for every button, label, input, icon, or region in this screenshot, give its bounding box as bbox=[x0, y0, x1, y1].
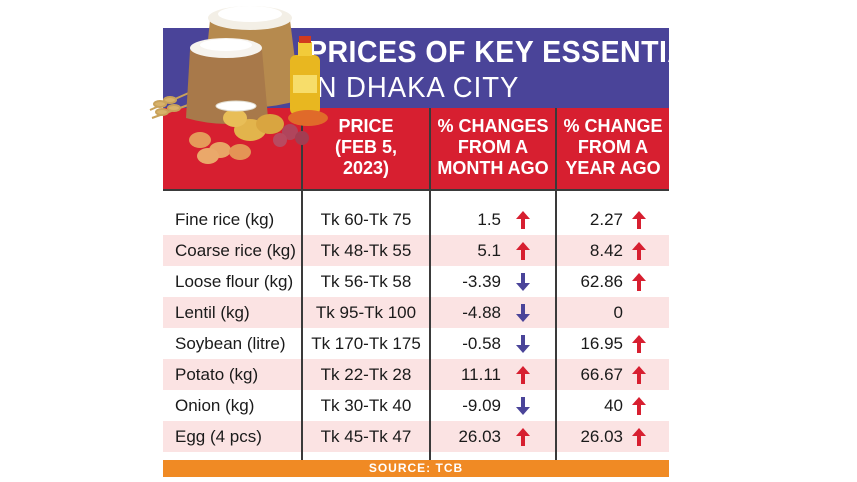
price-range: Tk 56-Tk 58 bbox=[320, 272, 412, 291]
arrow-up-icon bbox=[516, 428, 530, 446]
header-divider bbox=[163, 189, 669, 191]
price-range: Tk 95-Tk 100 bbox=[315, 303, 417, 322]
item-name: Loose flour (kg) bbox=[175, 272, 294, 291]
month-change-value: 11.11 bbox=[460, 365, 501, 384]
arrow-up-icon bbox=[632, 397, 646, 415]
arrow-up-icon bbox=[516, 366, 530, 384]
item-name: Soybean (litre) bbox=[175, 334, 286, 353]
price-range: Tk 170-Tk 175 bbox=[311, 334, 421, 353]
year-change-value: 26.03 bbox=[580, 427, 623, 446]
month-change-value: -3.39 bbox=[462, 272, 501, 291]
header-month-change: % CHANGES FROM A MONTH AGO bbox=[437, 116, 549, 178]
year-change-value: 2.27 bbox=[589, 210, 623, 229]
year-change-value: 62.86 bbox=[580, 272, 623, 291]
month-change-value: -4.88 bbox=[462, 303, 501, 322]
month-change-value: 1.5 bbox=[477, 210, 501, 229]
item-name: Coarse rice (kg) bbox=[175, 241, 296, 260]
source-band bbox=[163, 460, 669, 477]
column-divider bbox=[555, 108, 557, 460]
year-change-value: 66.67 bbox=[580, 365, 623, 384]
arrow-down-icon bbox=[516, 397, 530, 415]
price-range: Tk 30-Tk 40 bbox=[320, 396, 412, 415]
year-change-value: 16.95 bbox=[580, 334, 623, 353]
arrow-up-icon bbox=[516, 242, 530, 260]
item-name: Lentil (kg) bbox=[175, 303, 250, 322]
year-change-value: 8.42 bbox=[589, 241, 623, 260]
month-change-value: 26.03 bbox=[458, 427, 501, 446]
header-price: PRICE (FEB 5, 2023) bbox=[334, 116, 397, 178]
arrow-up-icon bbox=[632, 335, 646, 353]
source-text: SOURCE: TCB bbox=[368, 461, 464, 475]
food-essentials-illustration bbox=[149, 6, 328, 164]
item-name: Egg (4 pcs) bbox=[175, 427, 262, 446]
month-change-value: 5.1 bbox=[477, 241, 501, 260]
price-range: Tk 60-Tk 75 bbox=[320, 210, 412, 229]
table-row: Fine rice (kg) Tk 60-Tk 75 1.5 2.27 bbox=[163, 204, 669, 235]
arrow-down-icon bbox=[516, 304, 530, 322]
arrow-down-icon bbox=[516, 335, 530, 353]
arrow-up-icon bbox=[632, 366, 646, 384]
arrow-up-icon bbox=[632, 211, 646, 229]
price-range: Tk 22-Tk 28 bbox=[320, 365, 412, 384]
title-line-2: IN DHAKA CITY bbox=[308, 72, 520, 104]
table-row: Loose flour (kg) Tk 56-Tk 58 -3.39 62.86 bbox=[163, 266, 669, 297]
table-row: Lentil (kg) Tk 95-Tk 100 -4.88 0 bbox=[163, 297, 669, 328]
arrow-down-icon bbox=[516, 273, 530, 291]
table-row: Potato (kg) Tk 22-Tk 28 11.11 66.67 bbox=[163, 359, 669, 390]
price-range: Tk 45-Tk 47 bbox=[320, 427, 412, 446]
arrow-up-icon bbox=[632, 273, 646, 291]
column-divider bbox=[429, 108, 431, 460]
table-row: Onion (kg) Tk 30-Tk 40 -9.09 40 bbox=[163, 390, 669, 421]
arrow-up-icon bbox=[632, 428, 646, 446]
year-change-value: 40 bbox=[604, 396, 623, 415]
table-row: Coarse rice (kg) Tk 48-Tk 55 5.1 8.42 bbox=[163, 235, 669, 266]
title-line-1: PRICES OF KEY ESSENTIALS bbox=[308, 34, 726, 69]
item-name: Fine rice (kg) bbox=[175, 210, 275, 229]
arrow-up-icon bbox=[516, 211, 530, 229]
year-change-value: 0 bbox=[613, 303, 623, 322]
header-year-change: % CHANGE FROM A YEAR AGO bbox=[563, 116, 663, 178]
item-name: Onion (kg) bbox=[175, 396, 255, 415]
item-name: Potato (kg) bbox=[175, 365, 259, 384]
column-divider bbox=[301, 108, 303, 460]
arrow-up-icon bbox=[632, 242, 646, 260]
price-range: Tk 48-Tk 55 bbox=[320, 241, 412, 260]
month-change-value: -0.58 bbox=[462, 334, 501, 353]
table-row: Soybean (litre) Tk 170-Tk 175 -0.58 16.95 bbox=[163, 328, 669, 359]
month-change-value: -9.09 bbox=[462, 396, 501, 415]
table-row: Egg (4 pcs) Tk 45-Tk 47 26.03 26.03 bbox=[163, 421, 669, 452]
